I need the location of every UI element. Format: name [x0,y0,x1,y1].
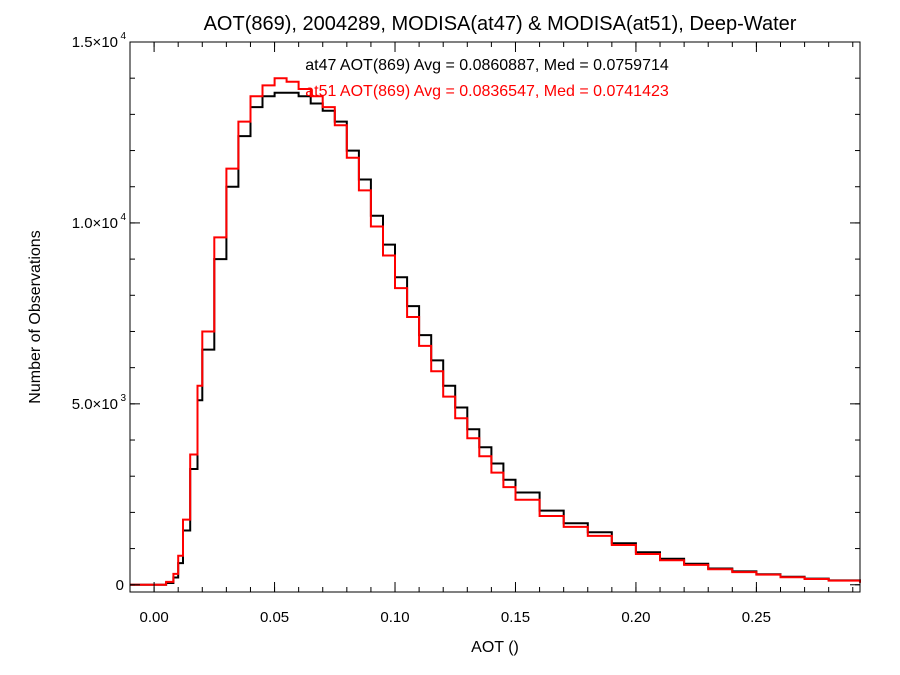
y-tick-label: 1.0×10 [72,215,118,232]
series-line-1 [130,91,861,586]
y-tick-label: 1.5×10 [72,34,118,51]
x-tick-label: 0.05 [260,609,289,626]
y-axis-label: Number of Observations [27,230,44,403]
stats-annotation-1: at47 AOT(869) Avg = 0.0860887, Med = 0.0… [305,57,669,74]
x-tick-label: 0.10 [380,609,409,626]
series-line-2 [130,77,861,586]
x-axis-label: AOT () [471,639,519,656]
y-tick-label: 5.0×10 [72,396,118,413]
stats-layer: at47 AOT(869) Avg = 0.0860887, Med = 0.0… [305,57,669,100]
x-tick-label: 0.00 [139,609,168,626]
x-tick-label: 0.25 [742,609,771,626]
series-layer [130,77,861,586]
y-tick-label: 0 [116,577,124,594]
x-tick-label: 0.20 [621,609,650,626]
y-tick-exponent: 4 [120,31,126,42]
stats-annotation-2: at51 AOT(869) Avg = 0.0836547, Med = 0.0… [305,83,669,100]
chart-title: AOT(869), 2004289, MODISA(at47) & MODISA… [204,13,797,35]
y-tick-exponent: 4 [120,212,126,223]
plot-frame [129,41,861,593]
y-tick-exponent: 3 [120,393,126,404]
x-tick-label: 0.15 [501,609,530,626]
